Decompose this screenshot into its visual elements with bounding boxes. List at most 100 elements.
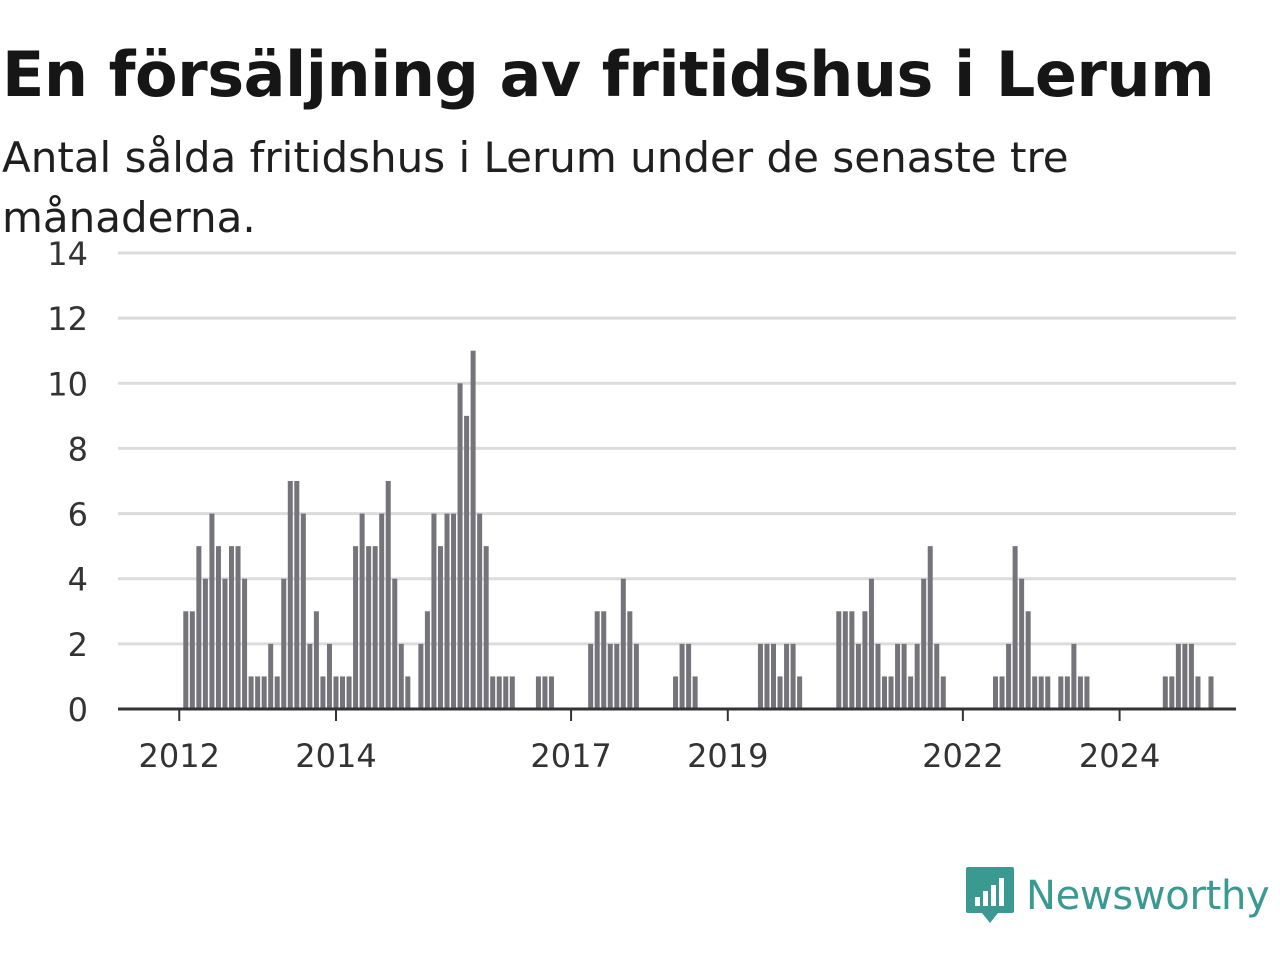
bar: [470, 350, 476, 709]
bar: [209, 513, 215, 709]
bar: [483, 546, 489, 709]
bar: [679, 643, 685, 709]
bar: [366, 546, 372, 709]
bar: [934, 643, 940, 709]
bar: [451, 513, 457, 709]
bar: [1071, 643, 1077, 709]
bar-chart: 0 2 4 6 8 10 12 14 2012 2014 2017 2019 2022 2024 1: [47, 0, 1267, 775]
bar: [424, 611, 430, 709]
bar: [1045, 676, 1051, 709]
bar: [431, 513, 437, 709]
bar: [242, 578, 248, 709]
bar: [503, 676, 509, 709]
bar: [940, 676, 946, 709]
bar: [797, 676, 803, 709]
newsworthy-logo-icon: [966, 867, 1014, 923]
bar: [895, 643, 901, 709]
bar: [921, 578, 927, 709]
bar: [418, 643, 424, 709]
bar: [268, 643, 274, 709]
bar: [607, 643, 613, 709]
bar: [359, 513, 365, 709]
bar: [542, 676, 548, 709]
bar: [1162, 676, 1168, 709]
y-tick-label: 12: [47, 300, 88, 338]
y-tick-label: 6: [68, 496, 88, 534]
bar: [686, 643, 692, 709]
bar: [353, 546, 359, 709]
y-tick-label: 14: [47, 235, 88, 273]
bar: [999, 676, 1005, 709]
bar: [405, 676, 411, 709]
bar: [398, 643, 404, 709]
bar: [320, 676, 326, 709]
bar: [1058, 676, 1064, 709]
bar: [379, 513, 385, 709]
bar: [307, 643, 313, 709]
bar: [189, 611, 195, 709]
bar: [196, 546, 202, 709]
bar: [372, 546, 378, 709]
annotations: 1: [1247, 0, 1267, 8]
bar: [855, 643, 861, 709]
bar: [927, 546, 933, 709]
bar: [509, 676, 515, 709]
bar: [326, 643, 332, 709]
bar: [1188, 643, 1194, 709]
bar: [261, 676, 267, 709]
bar: [777, 676, 783, 709]
bar: [784, 643, 790, 709]
bar: [464, 415, 470, 709]
x-tick-label: 2017: [530, 737, 611, 775]
bar: [333, 676, 339, 709]
bar: [1182, 643, 1188, 709]
y-tick-label: 4: [68, 561, 88, 599]
bar: [1012, 546, 1018, 709]
x-axis: 2012 2014 2017 2019 2022 2024: [118, 707, 1236, 775]
bar: [294, 481, 300, 709]
bar: [444, 513, 450, 709]
bar: [222, 578, 228, 709]
bar: [601, 611, 607, 709]
y-tick-label: 8: [68, 430, 88, 468]
bar: [385, 481, 391, 709]
bar: [300, 513, 306, 709]
y-tick-label: 0: [68, 691, 88, 729]
bar: [274, 676, 280, 709]
x-tick-label: 2019: [687, 737, 768, 775]
bar: [1032, 676, 1038, 709]
bar: [620, 578, 626, 709]
y-tick-label: 2: [68, 626, 88, 664]
bar: [836, 611, 842, 709]
bar: [849, 611, 855, 709]
x-tick-label: 2022: [922, 737, 1003, 775]
bar: [496, 676, 502, 709]
bar: [287, 481, 293, 709]
bar: [993, 676, 999, 709]
bar: [281, 578, 287, 709]
brand-logo: Newsworthy: [964, 864, 1270, 928]
bar: [183, 611, 189, 709]
bar: [908, 676, 914, 709]
y-tick-label: 10: [47, 365, 88, 403]
bar: [1019, 578, 1025, 709]
bar: [340, 676, 346, 709]
bar: [790, 643, 796, 709]
x-tick-label: 2024: [1079, 737, 1160, 775]
bar: [235, 546, 241, 709]
bar: [868, 578, 874, 709]
chart-subtitle: Antal sålda fritidshus i Lerum under de …: [2, 133, 1069, 242]
bar: [202, 578, 208, 709]
bar: [1025, 611, 1031, 709]
bar: [392, 578, 398, 709]
data-label-latest: 1: [1247, 0, 1267, 8]
bar: [757, 643, 763, 709]
bar: [627, 611, 633, 709]
bar: [633, 643, 639, 709]
bar: [1208, 676, 1214, 709]
bar: [1006, 643, 1012, 709]
bar: [875, 643, 881, 709]
bar: [901, 643, 907, 709]
chart-title: En försäljning av fritidshus i Lerum: [2, 38, 1215, 111]
bar: [1169, 676, 1175, 709]
